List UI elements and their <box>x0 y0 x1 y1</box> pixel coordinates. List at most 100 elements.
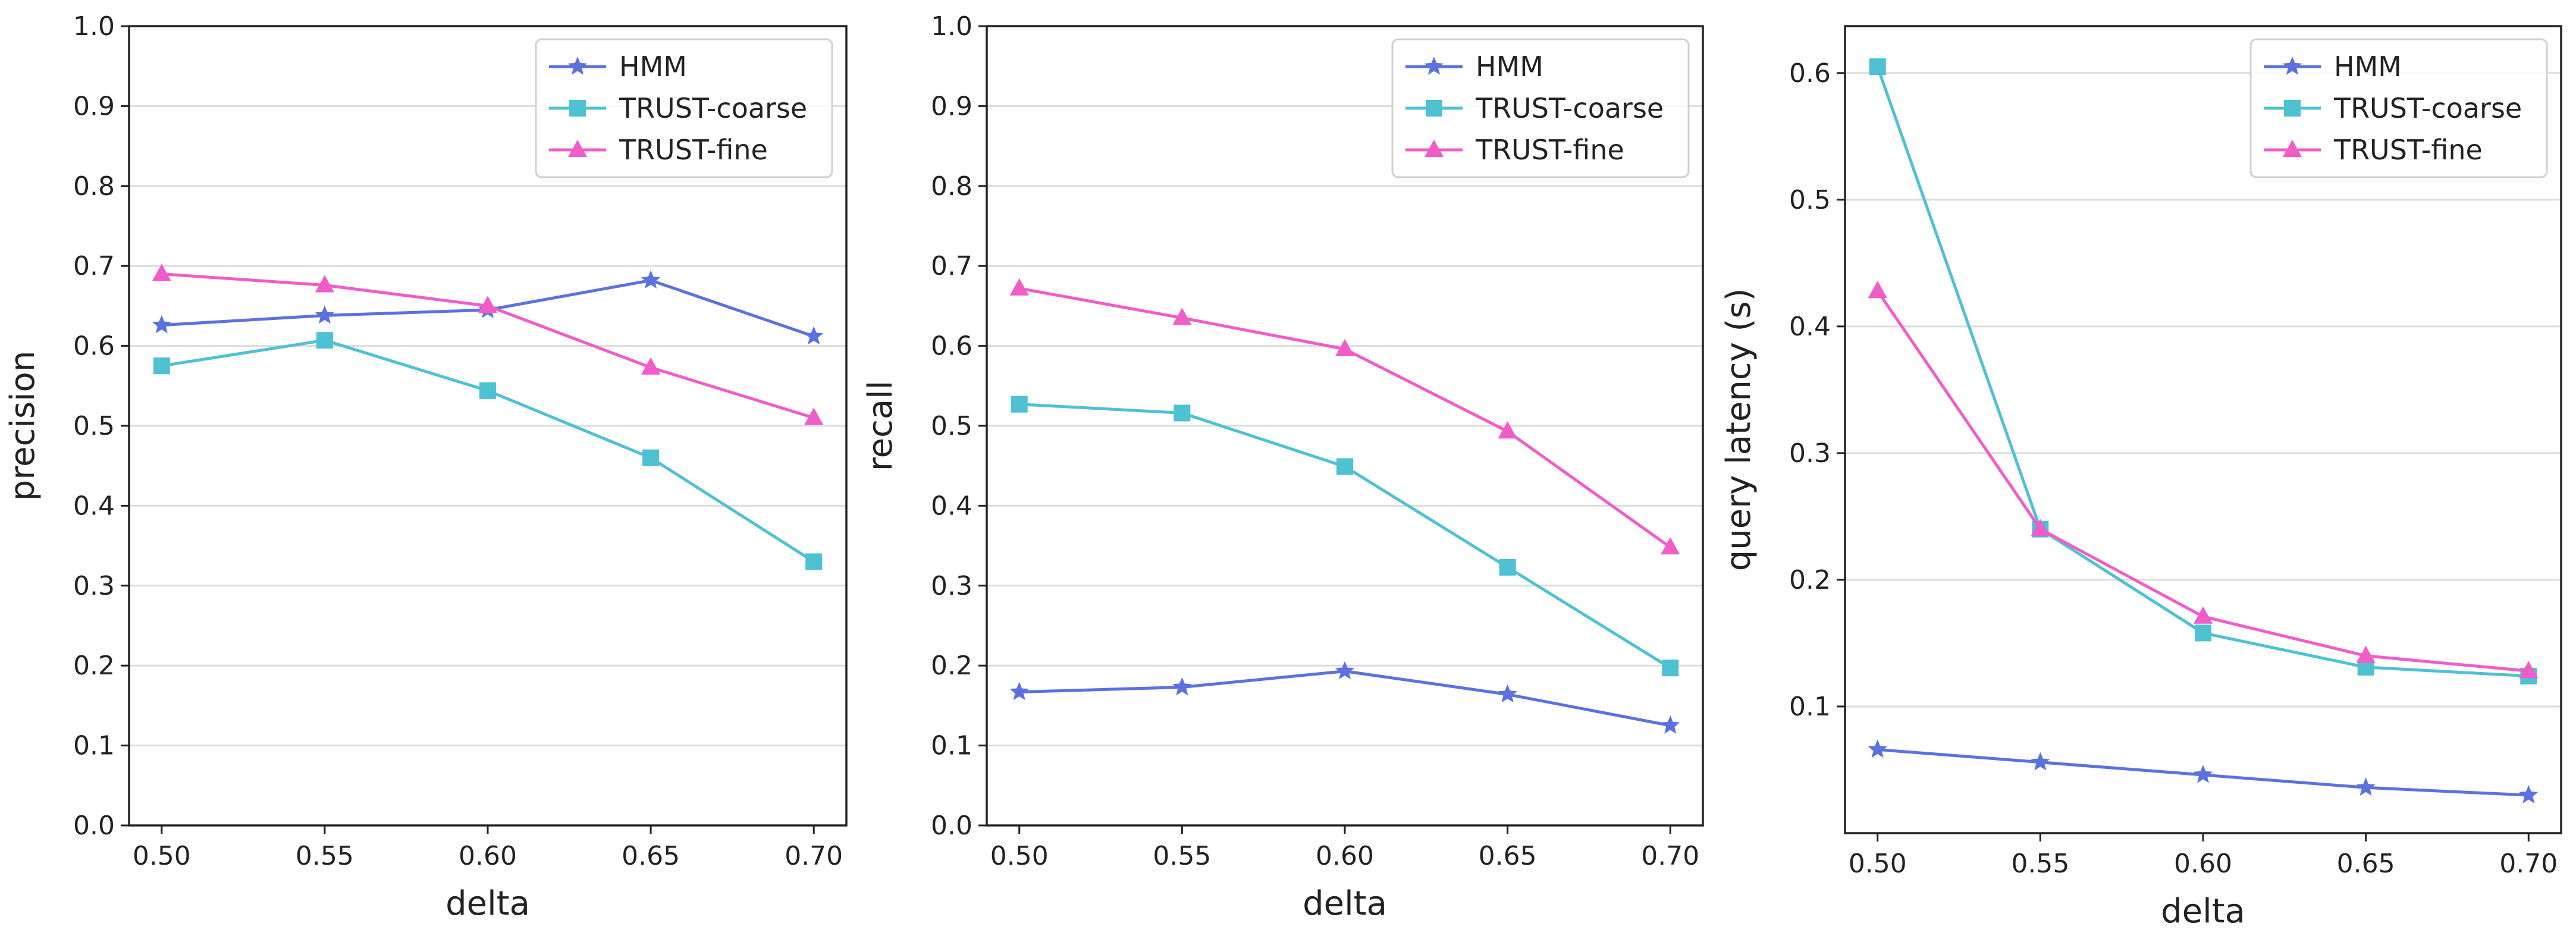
legend-label: HMM <box>619 51 687 83</box>
x-tick-label: 0.50 <box>133 841 191 871</box>
data-point-trust-fine <box>478 296 497 313</box>
data-point-hmm <box>1335 661 1355 680</box>
data-point-hmm <box>1172 677 1192 696</box>
data-point-hmm <box>804 326 824 345</box>
data-point-trust-fine <box>2031 519 2050 536</box>
x-axis-label: delta <box>1303 884 1387 923</box>
x-tick-label: 0.50 <box>1849 849 1907 879</box>
legend: HMM TRUST-coarse TRUST-fine <box>535 38 833 178</box>
y-tick-label: 0.7 <box>73 251 115 281</box>
legend-swatch-marker <box>1425 140 1444 157</box>
data-point-hmm <box>1868 739 1887 758</box>
y-tick-label: 0.8 <box>931 171 972 202</box>
y-tick-label: 0.2 <box>73 651 115 681</box>
data-point-hmm <box>641 270 661 289</box>
y-tick-label: 0.5 <box>931 411 972 441</box>
series-line-trust-fine <box>1019 287 1671 549</box>
legend-swatch-marker <box>567 56 588 75</box>
x-tick-label: 0.60 <box>1316 841 1374 871</box>
data-point-trust-coarse <box>1869 58 1886 76</box>
plot-frame <box>1844 25 2562 834</box>
x-tick-label: 0.70 <box>1641 841 1699 871</box>
legend-label: TRUST-coarse <box>2333 92 2522 124</box>
x-tick-label: 0.55 <box>1153 841 1211 871</box>
legend-swatch-marker <box>1424 56 1444 75</box>
data-point-hmm <box>2193 765 2213 783</box>
plot-frame <box>986 25 1704 827</box>
legend-box <box>535 38 833 178</box>
legend-swatch-marker <box>2282 56 2302 75</box>
legend-swatch-marker <box>569 100 586 117</box>
y-tick-label: 0.1 <box>1789 692 1831 722</box>
data-point-hmm <box>2519 785 2539 803</box>
y-tick-label: 0.2 <box>1789 565 1831 595</box>
data-point-trust-coarse <box>2195 624 2211 642</box>
legend-swatch-marker <box>1426 100 1442 117</box>
data-point-trust-fine <box>2356 645 2376 663</box>
y-tick-label: 0.3 <box>1789 438 1831 469</box>
x-tick-label: 0.65 <box>622 841 680 871</box>
legend-swatch-marker <box>568 140 587 157</box>
legend-label: TRUST-fine <box>619 134 768 166</box>
data-point-trust-coarse <box>153 357 170 375</box>
y-tick-label: 0.7 <box>931 251 972 281</box>
data-point-trust-fine <box>641 357 661 375</box>
data-point-trust-coarse <box>479 382 496 399</box>
data-point-trust-coarse <box>316 332 333 349</box>
y-tick-label: 0.6 <box>931 331 972 362</box>
data-point-trust-fine <box>804 407 824 425</box>
data-point-trust-fine <box>1498 421 1517 439</box>
series-line-trust-coarse <box>161 338 815 563</box>
legend-swatch-marker <box>2284 100 2301 117</box>
y-tick-label: 1.0 <box>931 11 972 42</box>
data-point-trust-fine <box>1868 281 1887 299</box>
y-tick-label: 0.5 <box>73 411 115 441</box>
y-axis-label: precision <box>4 351 42 501</box>
legend-label: TRUST-fine <box>1475 134 1624 166</box>
data-point-hmm <box>1661 715 1680 734</box>
x-axis-label: delta <box>445 884 530 923</box>
data-point-trust-fine <box>2519 661 2539 679</box>
legend: HMM TRUST-coarse TRUST-fine <box>2249 38 2548 178</box>
y-tick-label: 0.6 <box>1789 58 1831 89</box>
y-tick-label: 0.2 <box>931 651 972 681</box>
y-tick-label: 1.0 <box>73 11 115 42</box>
y-tick-label: 0.9 <box>931 91 972 121</box>
data-point-hmm <box>2031 752 2050 771</box>
legend-label: HMM <box>1476 51 1543 83</box>
y-tick-label: 0.0 <box>931 811 972 841</box>
legend-swatch-marker <box>2283 140 2302 157</box>
y-tick-label: 0.4 <box>931 491 972 521</box>
y-tick-label: 0.4 <box>1789 312 1831 342</box>
legend-box <box>1391 38 1690 178</box>
y-tick-label: 0.4 <box>73 491 115 521</box>
data-point-trust-fine <box>1335 338 1354 356</box>
series-line-trust-coarse <box>1019 403 1671 670</box>
data-point-trust-coarse <box>805 553 823 570</box>
legend-box <box>2249 38 2548 178</box>
x-tick-label: 0.65 <box>2337 849 2395 879</box>
y-tick-label: 0.3 <box>931 571 972 601</box>
y-tick-label: 0.1 <box>73 731 115 761</box>
recall-chart: 0.0 0.1 0.2 0.3 0.4 0.5 0.6 0.7 0.8 0.9 1.0 0.50 0.5… <box>861 11 1704 923</box>
data-point-trust-fine <box>152 263 171 281</box>
legend-label: HMM <box>2334 51 2402 83</box>
x-tick-label: 0.55 <box>296 841 354 871</box>
precision-chart: 0.0 0.1 0.2 0.3 0.4 0.5 0.6 0.7 0.8 0.9 1.0 0.50 0.5… <box>4 11 848 923</box>
data-point-hmm <box>152 315 171 334</box>
data-point-hmm <box>315 305 335 324</box>
x-tick-label: 0.55 <box>2011 849 2069 879</box>
y-tick-label: 0.5 <box>1789 185 1831 215</box>
x-axis-label: delta <box>2161 892 2245 931</box>
data-point-hmm <box>1009 682 1029 701</box>
data-point-trust-coarse <box>1336 458 1353 475</box>
x-tick-label: 0.50 <box>990 841 1049 871</box>
series-line-hmm <box>1019 670 1671 727</box>
data-point-trust-fine <box>2194 606 2213 624</box>
data-point-trust-coarse <box>1011 395 1028 413</box>
data-point-trust-coarse <box>1662 660 1679 677</box>
legend-label: TRUST-fine <box>2333 134 2483 166</box>
data-point-trust-fine <box>315 275 334 293</box>
y-tick-label: 0.9 <box>73 91 115 121</box>
